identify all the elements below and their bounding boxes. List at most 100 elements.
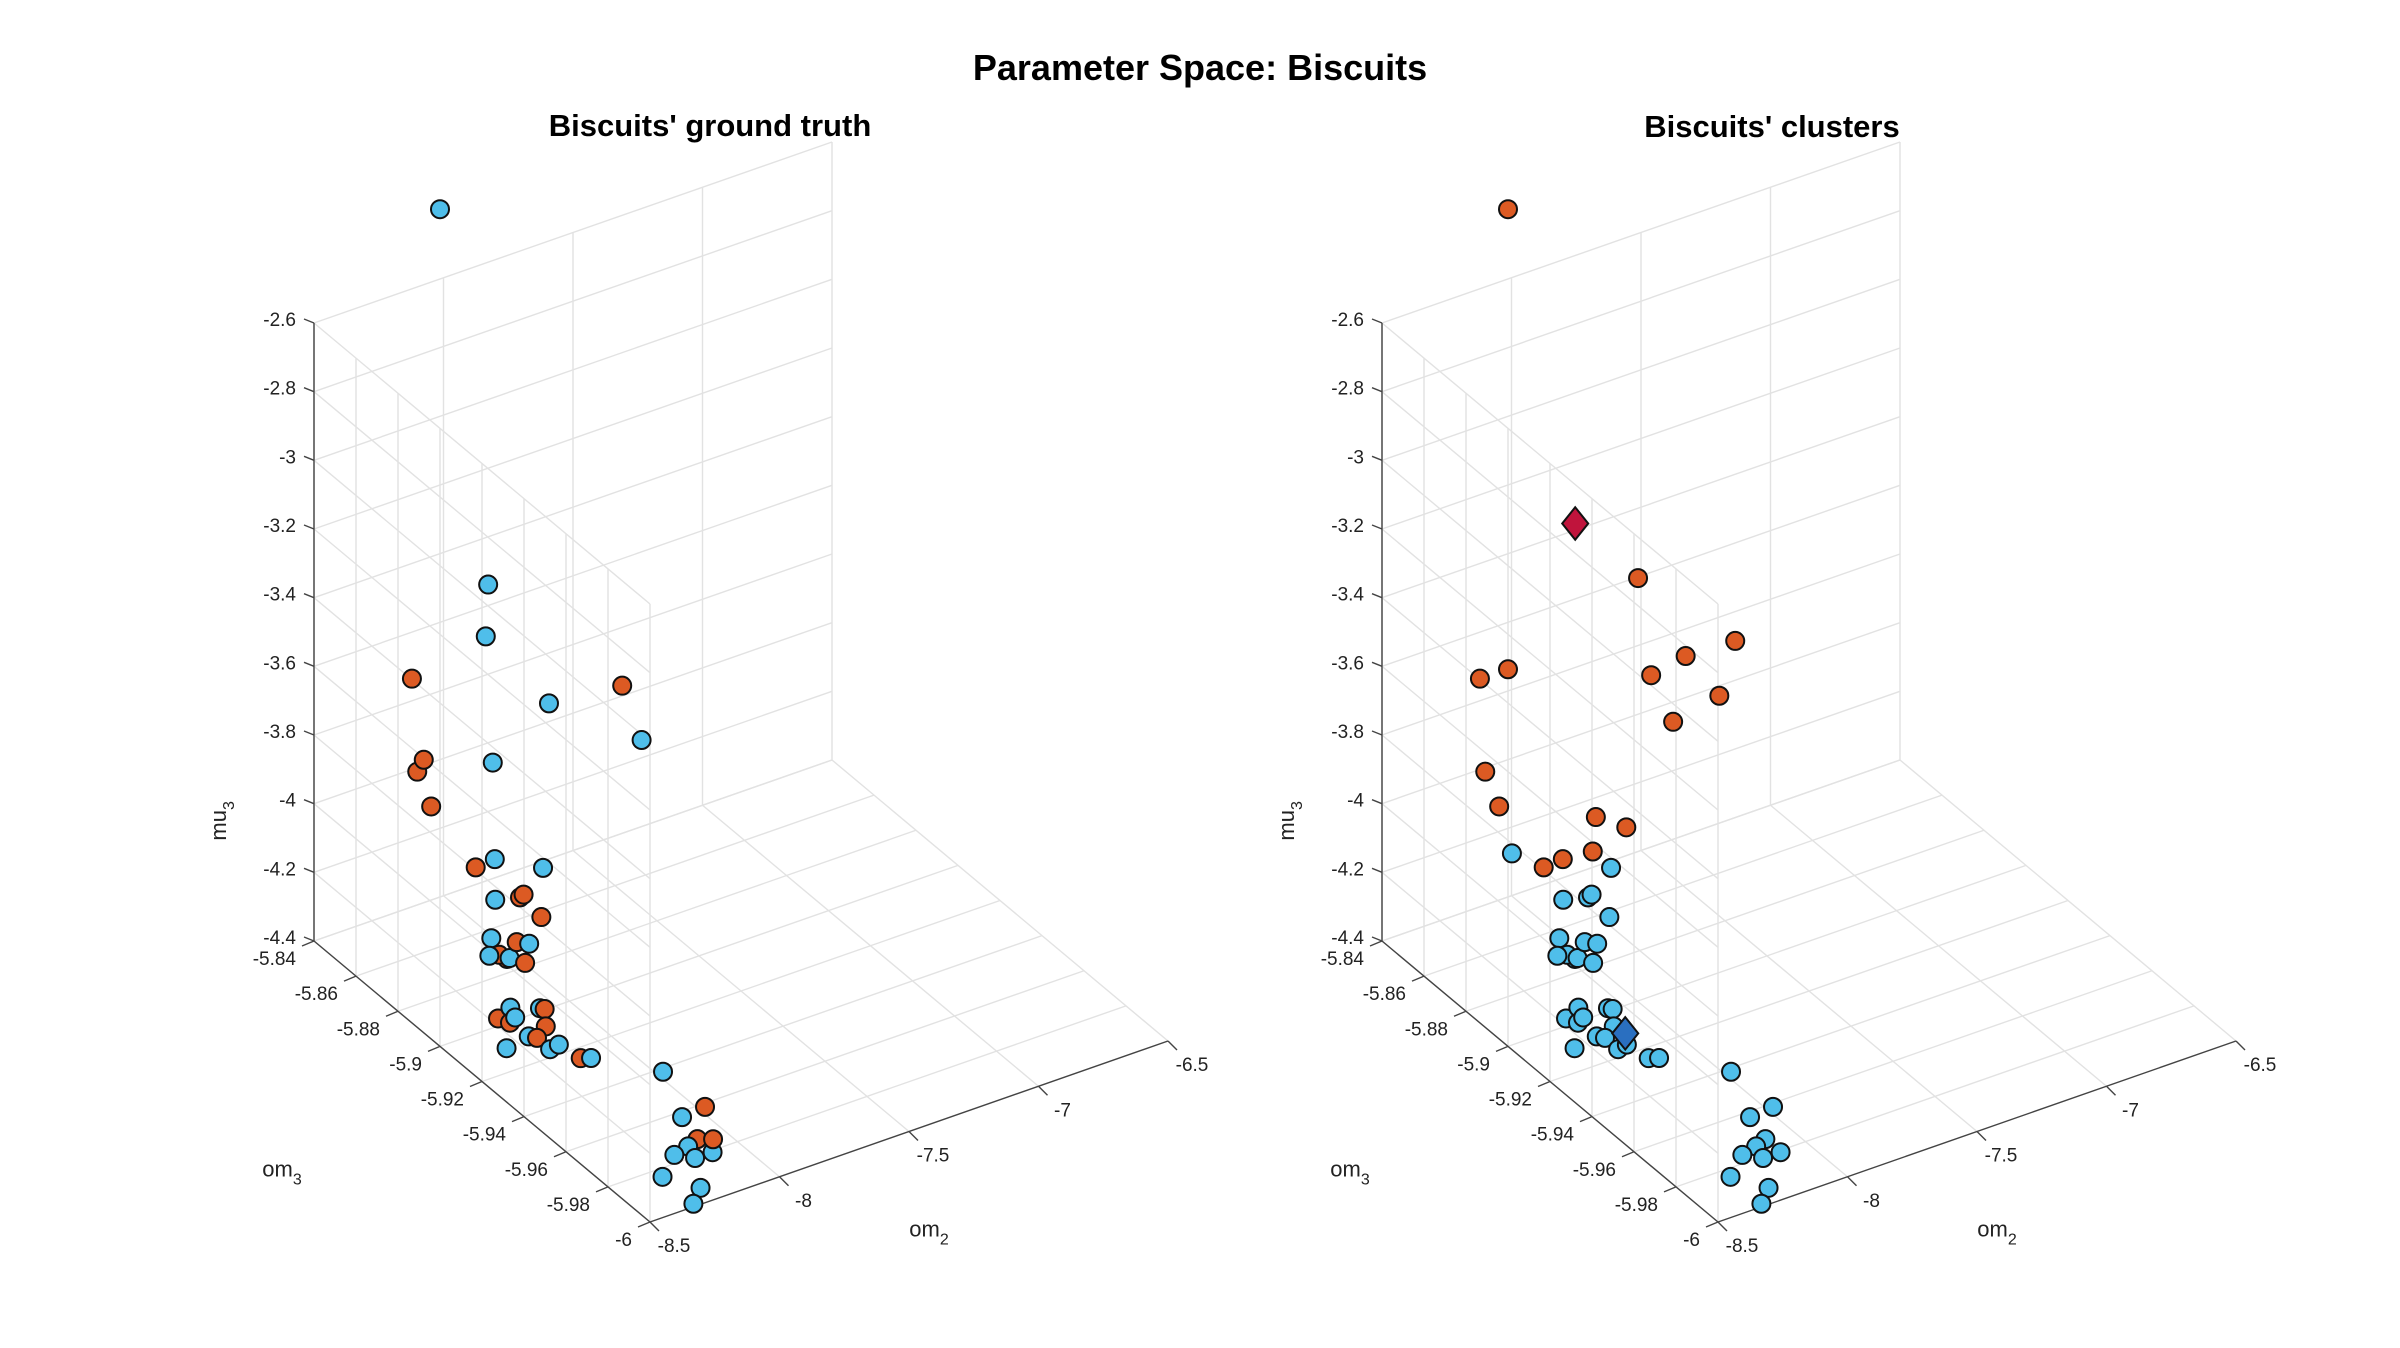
z-tick-mark	[1371, 661, 1383, 667]
grid-line	[313, 528, 651, 811]
z-tick-mark	[1371, 455, 1383, 461]
x-tick-label: -7.5	[1985, 1146, 2018, 1167]
panel-title-clusters: Biscuits' clusters	[1644, 109, 1899, 144]
y-tick-mark	[595, 1186, 609, 1193]
grid-line	[1633, 970, 2153, 1153]
x-tick-label: -8	[795, 1191, 812, 1212]
data-point	[534, 999, 555, 1020]
grid-line	[313, 210, 833, 393]
y-tick-mark	[1495, 1045, 1509, 1053]
z-tick-mark	[1371, 387, 1383, 393]
x-tick-mark	[1717, 1221, 1728, 1232]
x-tick-mark	[2106, 1085, 2116, 1096]
grid-line	[313, 759, 833, 942]
data-point	[1587, 933, 1608, 954]
z-tick-label: -4.2	[263, 859, 296, 880]
z-tick-mark	[1371, 318, 1383, 324]
y-axis-label-sub: 3	[1361, 1172, 1370, 1189]
data-point	[631, 730, 652, 751]
data-point	[1549, 928, 1570, 949]
y-tick-label: -5.92	[1489, 1090, 1532, 1111]
grid-line	[1423, 794, 1943, 977]
data-point	[505, 1007, 526, 1028]
y-tick-mark	[637, 1221, 651, 1228]
axes: -8.5 -8 -7.5 -7 -6.5 -5.84 -5.86 -5.88 -5.9 -5.92…	[1274, 310, 2276, 1257]
y-tick-mark	[1453, 1010, 1467, 1017]
x-tick-mark	[1847, 1176, 1857, 1187]
data-points	[1469, 199, 1791, 1214]
z-tick-label: -3.2	[263, 516, 296, 537]
x-tick-label: -8	[1863, 1191, 1880, 1212]
data-point	[482, 752, 503, 773]
grid-line	[1381, 597, 1719, 880]
y-tick-label: -5.92	[421, 1090, 464, 1111]
z-tick-label: -2.6	[263, 310, 296, 331]
grid-line	[355, 794, 875, 977]
data-point	[465, 857, 486, 878]
z-tick-label: -3	[279, 447, 296, 468]
data-point	[581, 1047, 602, 1068]
x-tick-label: -8.5	[1726, 1236, 1759, 1257]
grid-line	[1381, 734, 1719, 1017]
grid-line	[313, 141, 833, 324]
y-tick-label: -5.84	[1321, 949, 1365, 970]
grid-line	[1381, 803, 1719, 1086]
data-point	[1595, 1027, 1616, 1048]
z-tick-label: -3	[1347, 447, 1364, 468]
z-tick-mark	[303, 799, 315, 805]
y-tick-mark	[1537, 1080, 1551, 1088]
y-tick-mark	[301, 940, 315, 947]
x-tick-label: -7	[1054, 1100, 1071, 1121]
y-tick-label: -5.84	[253, 949, 297, 970]
z-tick-mark	[303, 936, 315, 942]
grid-line	[313, 484, 833, 667]
z-tick-label: -4	[1347, 791, 1364, 812]
z-tick-mark	[1371, 593, 1383, 599]
panel-ground-truth: Biscuits' ground truth -8.5-8-7.5-7-6.5-…	[206, 108, 1208, 1257]
panel-clusters: Biscuits' clusters -8.5 -8 -7.5 -7 -6.5 -5.84…	[1274, 109, 2276, 1257]
y-tick-label: -6	[1683, 1230, 1700, 1251]
data-point	[1564, 1038, 1585, 1059]
y-tick-label: -5.96	[1573, 1160, 1616, 1181]
y-tick-mark	[1621, 1151, 1635, 1158]
data-point	[1740, 1107, 1761, 1128]
y-tick-label: -5.88	[337, 1019, 380, 1040]
y-tick-label: -5.98	[547, 1195, 590, 1216]
grid-line	[313, 734, 651, 1017]
data-point	[527, 1027, 548, 1048]
data-point	[478, 574, 499, 595]
data-point	[1552, 849, 1573, 870]
grid-line	[1381, 665, 1719, 948]
x-tick-mark	[908, 1131, 919, 1141]
data-point	[612, 675, 633, 696]
data-point	[533, 857, 554, 878]
z-tick-label: -2.8	[1331, 379, 1364, 400]
grid-line	[313, 278, 833, 461]
y-tick-mark	[1663, 1186, 1677, 1193]
x-tick-mark	[779, 1176, 789, 1187]
axes: -8.5 -8 -7.5 -7 -6.5 -5.84 -5.86 -5.88 -5.9 -5.92…	[206, 310, 1208, 1257]
data-point	[484, 849, 505, 870]
data-point	[653, 1061, 674, 1082]
data-point	[1616, 817, 1637, 838]
z-axis-label: mu3	[206, 801, 238, 841]
x-tick-mark	[649, 1221, 660, 1232]
data-point	[1553, 889, 1574, 910]
y-tick-label: -5.98	[1615, 1195, 1658, 1216]
grid-line	[523, 934, 1043, 1118]
data-point	[1649, 1047, 1670, 1068]
y-axis-label-main: om	[1330, 1157, 1361, 1182]
x-tick-mark	[1976, 1131, 1987, 1141]
data-point	[1751, 1193, 1772, 1214]
z-tick-mark	[1371, 867, 1383, 873]
grid-line	[1507, 864, 2027, 1048]
grid-line	[313, 665, 651, 948]
z-tick-mark	[303, 524, 315, 530]
z-tick-mark	[303, 318, 315, 324]
data-point	[1475, 761, 1496, 782]
data-point	[1573, 1007, 1594, 1028]
data-point	[1533, 857, 1554, 878]
data-point	[475, 626, 496, 647]
data-point	[548, 1034, 569, 1055]
y-axis-label: om3	[262, 1157, 302, 1189]
